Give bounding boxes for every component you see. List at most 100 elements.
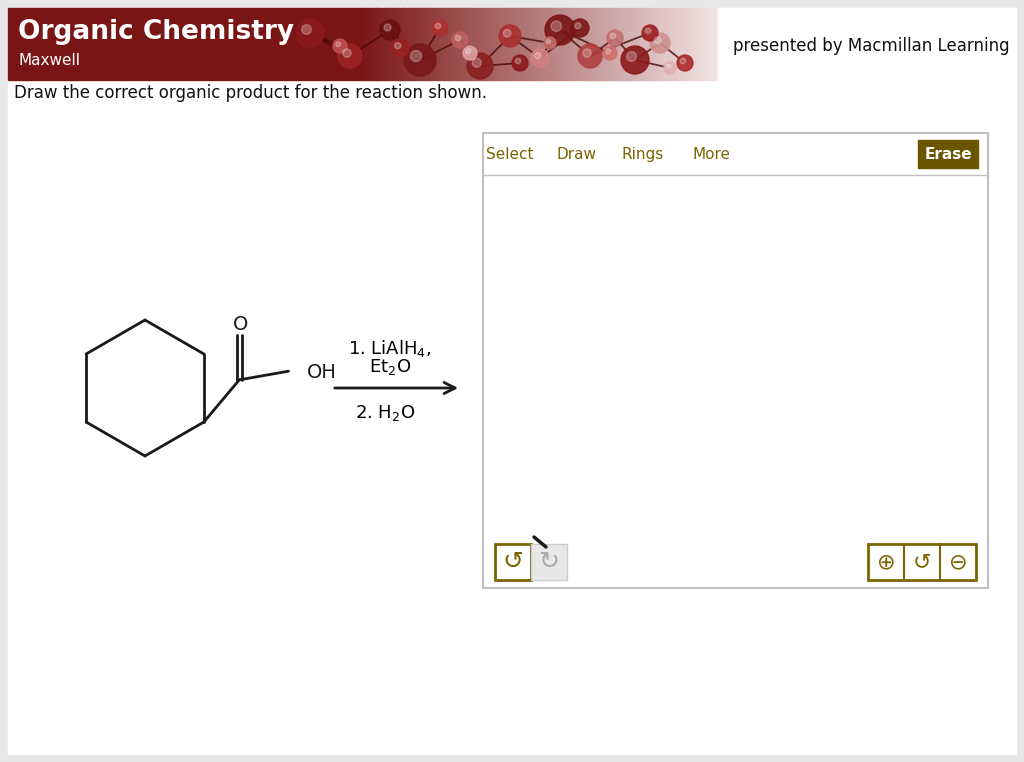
Bar [470,8,475,80]
Bar [709,8,714,80]
Text: More: More [692,146,730,162]
Circle shape [650,33,670,53]
Bar [556,8,561,80]
Bar [547,8,552,80]
Bar [579,8,584,80]
Bar [443,8,449,80]
Circle shape [603,46,617,60]
Bar [569,8,574,80]
Bar [614,8,620,80]
Bar [515,8,520,80]
Circle shape [504,30,511,37]
Circle shape [380,20,400,40]
Bar [686,8,691,80]
Text: Organic Chemistry: Organic Chemistry [18,19,294,45]
Circle shape [338,44,362,68]
Bar [408,8,413,80]
Circle shape [302,24,311,34]
Bar [574,8,579,80]
Bar [449,8,453,80]
Bar [475,8,480,80]
Bar [637,8,642,80]
Bar [524,8,529,80]
Circle shape [571,19,589,37]
Circle shape [667,65,671,69]
Bar [479,8,484,80]
Circle shape [677,55,693,71]
Bar [507,8,512,80]
Bar [483,133,988,588]
Bar [633,8,638,80]
Bar [462,8,467,80]
Circle shape [384,24,391,31]
Circle shape [547,40,551,43]
Circle shape [645,28,651,34]
FancyBboxPatch shape [868,544,976,580]
Text: Rings: Rings [622,146,665,162]
Bar [641,8,646,80]
Circle shape [574,23,581,29]
FancyBboxPatch shape [495,544,531,580]
Text: Maxwell: Maxwell [18,53,80,68]
Text: ↺: ↺ [503,550,523,574]
Bar [502,8,507,80]
Bar [538,8,543,80]
Bar [484,8,489,80]
Bar [453,8,458,80]
Text: 2. H$_2$O: 2. H$_2$O [355,403,415,423]
Bar [376,8,381,80]
Circle shape [545,15,575,45]
Circle shape [610,34,615,39]
Bar [511,8,516,80]
Bar [588,8,593,80]
Bar [560,8,565,80]
FancyBboxPatch shape [531,544,567,580]
Circle shape [411,50,422,62]
Bar [498,8,503,80]
Circle shape [535,53,541,59]
Bar [385,8,390,80]
Bar [618,8,624,80]
Bar [624,8,629,80]
Circle shape [499,25,521,47]
Circle shape [512,55,528,71]
Text: O: O [232,315,248,335]
Bar [695,8,700,80]
Text: Draw: Draw [556,146,596,162]
Circle shape [654,37,662,44]
Circle shape [642,25,658,41]
Circle shape [456,35,461,41]
Bar [439,8,444,80]
Bar [583,8,588,80]
Bar [601,8,606,80]
Bar [534,8,539,80]
Bar [529,8,534,80]
Circle shape [607,30,623,46]
Text: Erase: Erase [925,146,972,162]
Circle shape [467,53,493,79]
Text: presented by Macmillan Learning: presented by Macmillan Learning [733,37,1010,55]
Circle shape [606,49,610,53]
Bar [655,8,660,80]
Bar [682,8,687,80]
Circle shape [333,39,347,53]
Bar [358,8,362,80]
Circle shape [435,23,440,29]
Bar [426,8,430,80]
Text: ↻: ↻ [539,550,559,574]
Circle shape [463,46,477,60]
Bar [592,8,597,80]
Circle shape [404,44,436,76]
Circle shape [343,49,351,57]
Text: OH: OH [306,363,336,382]
Bar [918,140,978,168]
Text: ⊖: ⊖ [948,552,968,572]
Bar [412,8,417,80]
Circle shape [583,49,591,57]
Bar [520,8,525,80]
Circle shape [336,42,341,46]
Bar [659,8,665,80]
Bar [669,8,674,80]
Bar [700,8,705,80]
Bar [466,8,471,80]
